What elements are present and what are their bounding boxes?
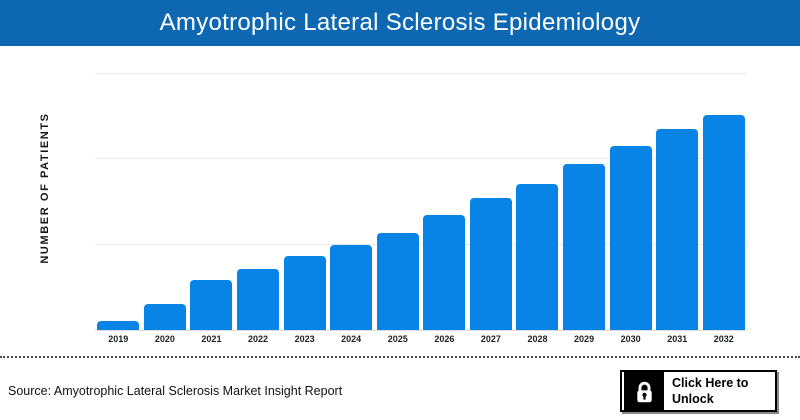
x-tick-label: 2025 bbox=[387, 334, 408, 344]
plot-area bbox=[95, 65, 747, 331]
unlock-button[interactable]: Click Here to Unlock bbox=[620, 370, 777, 412]
x-tick-label: 2023 bbox=[294, 334, 315, 344]
bar-2030 bbox=[609, 146, 652, 330]
bar-2023 bbox=[283, 255, 326, 330]
x-axis-labels: 2019 2020 2021 2022 2023 2024 2025 2026 2027 2028… bbox=[95, 334, 747, 344]
bar-2028 bbox=[516, 183, 559, 330]
y-axis-label: NUMBER OF PATIENTS bbox=[39, 112, 51, 264]
bar-cell bbox=[421, 65, 468, 330]
bar-cell bbox=[235, 65, 282, 330]
x-axis-line bbox=[95, 330, 747, 331]
bars-row bbox=[95, 65, 747, 330]
x-tick-label: 2030 bbox=[620, 334, 641, 344]
bar-cell bbox=[281, 65, 328, 330]
gridline bbox=[95, 243, 747, 245]
x-tick-label: 2026 bbox=[434, 334, 455, 344]
x-tick-label: 2024 bbox=[341, 334, 362, 344]
bar-cell bbox=[654, 65, 701, 330]
gridline bbox=[95, 72, 747, 74]
gridline bbox=[95, 158, 747, 160]
lock-icon bbox=[624, 372, 664, 410]
x-tick-label: 2020 bbox=[154, 334, 175, 344]
bar-2031 bbox=[656, 129, 699, 330]
bar-2024 bbox=[330, 245, 373, 330]
bar-2022 bbox=[237, 269, 280, 330]
x-tick-label: 2029 bbox=[574, 334, 595, 344]
x-tick-label: 2031 bbox=[667, 334, 688, 344]
unlock-button-label: Click Here to Unlock bbox=[672, 375, 749, 406]
bar-2019 bbox=[97, 320, 140, 330]
x-tick-label: 2021 bbox=[201, 334, 222, 344]
bar-2027 bbox=[469, 197, 512, 330]
bar-2021 bbox=[190, 279, 233, 330]
bar-cell bbox=[514, 65, 561, 330]
bar-cell bbox=[607, 65, 654, 330]
x-tick-label: 2019 bbox=[108, 334, 129, 344]
bar-cell bbox=[561, 65, 608, 330]
bar-2020 bbox=[143, 303, 186, 330]
x-tick-label: 2032 bbox=[713, 334, 734, 344]
page-title: Amyotrophic Lateral Sclerosis Epidemiolo… bbox=[159, 9, 641, 36]
x-tick-label: 2027 bbox=[480, 334, 501, 344]
x-tick-label: 2028 bbox=[527, 334, 548, 344]
bar-cell bbox=[328, 65, 375, 330]
bar-cell bbox=[95, 65, 142, 330]
bar-cell bbox=[374, 65, 421, 330]
footer-divider bbox=[0, 356, 800, 358]
bar-2025 bbox=[376, 232, 419, 330]
bar-cell bbox=[701, 65, 748, 330]
source-text: Source: Amyotrophic Lateral Sclerosis Ma… bbox=[8, 384, 343, 398]
bar-2032 bbox=[702, 114, 745, 330]
bar-2026 bbox=[423, 214, 466, 330]
bar-2029 bbox=[563, 164, 606, 330]
bar-cell bbox=[188, 65, 235, 330]
bar-cell bbox=[468, 65, 515, 330]
x-tick-label: 2022 bbox=[248, 334, 269, 344]
header-bar: Amyotrophic Lateral Sclerosis Epidemiolo… bbox=[0, 0, 800, 46]
bar-cell bbox=[142, 65, 189, 330]
